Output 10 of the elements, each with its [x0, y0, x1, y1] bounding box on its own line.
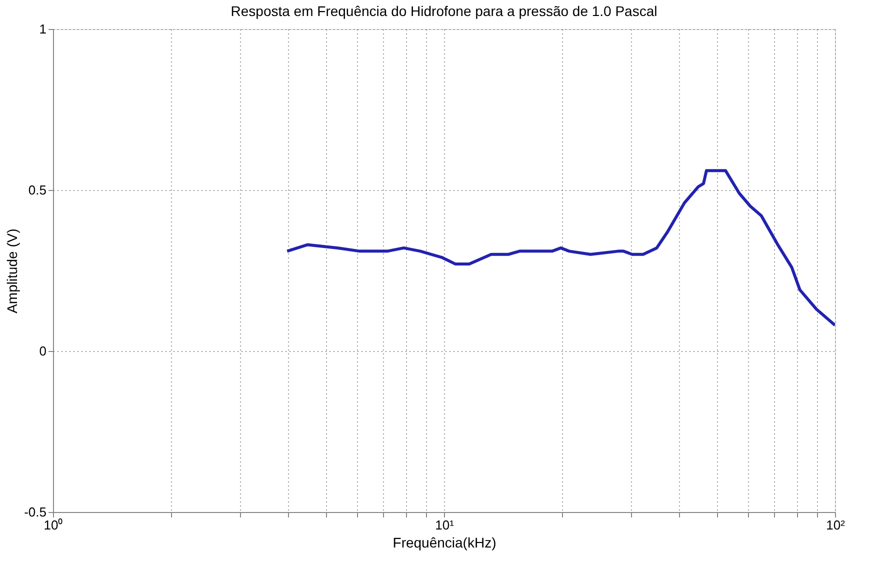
- x-tick-label: 10¹: [435, 518, 455, 532]
- x-axis-title: Frequência(kHz): [392, 534, 496, 550]
- y-tick-label: 1: [39, 22, 46, 36]
- y-tick-label: 0: [39, 344, 46, 358]
- y-tick-label: 0.5: [28, 182, 46, 198]
- chart-title: Resposta em Frequência do Hidrofone para a pressão de 1.0 Pascal: [230, 3, 658, 19]
- y-tick-label: -0.5: [24, 504, 46, 520]
- y-axis-title: Amplitude (V): [4, 228, 20, 314]
- x-tick-label: 10²: [826, 518, 846, 532]
- x-tick-label: 10⁰: [44, 518, 64, 532]
